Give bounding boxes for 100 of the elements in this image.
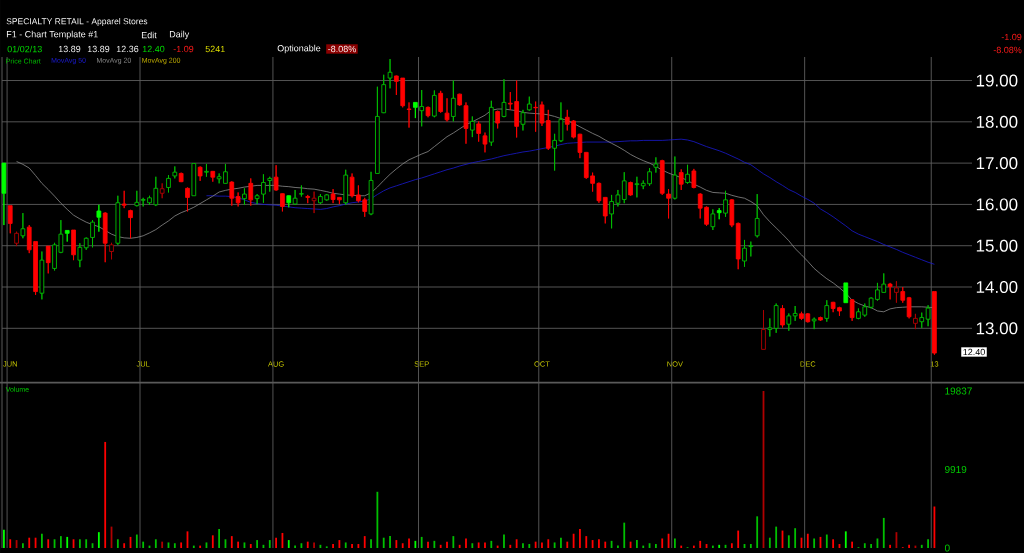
candlestick [248, 177, 254, 207]
y-tick-label: 0 [944, 544, 950, 552]
y-tick-label: 19837 [945, 387, 972, 395]
candlestick [178, 172, 184, 183]
candlestick [482, 132, 488, 153]
candlestick [824, 299, 830, 323]
candlestick [109, 242, 114, 260]
candlestick [501, 78, 507, 118]
candlestick [286, 194, 292, 208]
candlestick [849, 298, 855, 322]
y-tick-label: 19.00 [976, 74, 1018, 87]
candlestick [368, 171, 374, 216]
candlestick [1, 162, 7, 226]
candlestick [191, 163, 197, 197]
candlestick [64, 229, 70, 243]
candlestick [729, 198, 735, 228]
text: 12.40 [963, 348, 985, 356]
candlestick [229, 180, 235, 207]
candlestick [387, 58, 393, 89]
candlestick [90, 219, 95, 248]
candlestick [444, 97, 450, 122]
candlestick [602, 196, 608, 224]
candlestick [432, 89, 437, 118]
candlestick [621, 171, 627, 204]
candlestick [425, 106, 431, 118]
candlestick [710, 208, 716, 231]
candlestick [450, 80, 456, 122]
candlestick [375, 86, 380, 174]
candlestick [185, 187, 190, 212]
text: -1.09 [1001, 33, 1022, 41]
candlestick [159, 182, 165, 199]
candlestick [172, 165, 178, 179]
candlestick [83, 237, 89, 251]
candlestick [754, 193, 760, 238]
candlestick [678, 168, 684, 191]
candlestick [210, 170, 216, 183]
candlestick [71, 229, 76, 261]
candlestick [742, 239, 747, 268]
text: Optionable [277, 44, 321, 54]
text: 13.89 [87, 45, 110, 53]
candlestick [735, 222, 741, 270]
candlestick [102, 211, 108, 263]
candlestick [634, 176, 640, 198]
candlestick [476, 120, 482, 143]
candlestick [469, 116, 475, 138]
y-tick-label: 18.00 [976, 115, 1018, 128]
candlestick [134, 190, 140, 207]
candlestick [488, 100, 494, 147]
text: Daily [169, 30, 190, 40]
text: -1.09 [173, 45, 194, 53]
candlestick [773, 303, 779, 334]
candlestick [267, 176, 273, 193]
candlestick [780, 304, 785, 328]
y-tick-label: 9919 [945, 465, 967, 474]
candlestick [463, 101, 469, 145]
text: 12.40 [142, 45, 165, 53]
candlestick [381, 74, 387, 114]
candlestick [121, 190, 127, 209]
candlestick [305, 194, 311, 204]
candlestick [299, 184, 304, 198]
candlestick [45, 245, 51, 274]
candlestick [254, 193, 260, 205]
candlestick [786, 312, 792, 332]
candlestick [716, 207, 722, 220]
candlestick [96, 204, 102, 233]
candlestick [653, 156, 659, 174]
text: -8.08% [328, 45, 356, 53]
y-tick-label: 13.00 [976, 322, 1018, 335]
text: 13.89 [58, 45, 81, 53]
candlestick [7, 205, 13, 234]
candlestick [628, 181, 633, 197]
candlestick [438, 90, 444, 114]
text: 12.36 [116, 45, 139, 53]
candlestick [235, 191, 241, 207]
candlestick [672, 156, 678, 200]
candlestick [887, 282, 893, 300]
candlestick [273, 164, 279, 192]
candlestick [520, 109, 526, 131]
candlestick [261, 173, 266, 204]
candlestick [932, 291, 937, 356]
candlestick [792, 305, 798, 322]
candlestick [818, 316, 823, 322]
y-tick-label: 17.00 [976, 157, 1018, 170]
candlestick [691, 168, 697, 189]
candlestick [197, 165, 203, 182]
y-tick-label: 14.00 [976, 280, 1018, 294]
candlestick [906, 296, 912, 319]
chart-subtitle: SPECIALTY RETAIL - Apparel Stores [6, 18, 148, 26]
text: F1 - Chart Template #1 [6, 30, 98, 40]
candlestick [406, 101, 412, 129]
candlestick [843, 282, 849, 304]
candlestick [292, 189, 298, 206]
candlestick [811, 317, 817, 330]
candlestick [685, 164, 690, 185]
candlestick [526, 96, 532, 112]
candlestick [419, 89, 425, 127]
candlestick [495, 110, 500, 129]
candlestick [925, 304, 931, 327]
text: 5241 [205, 45, 225, 53]
candlestick [748, 241, 754, 257]
